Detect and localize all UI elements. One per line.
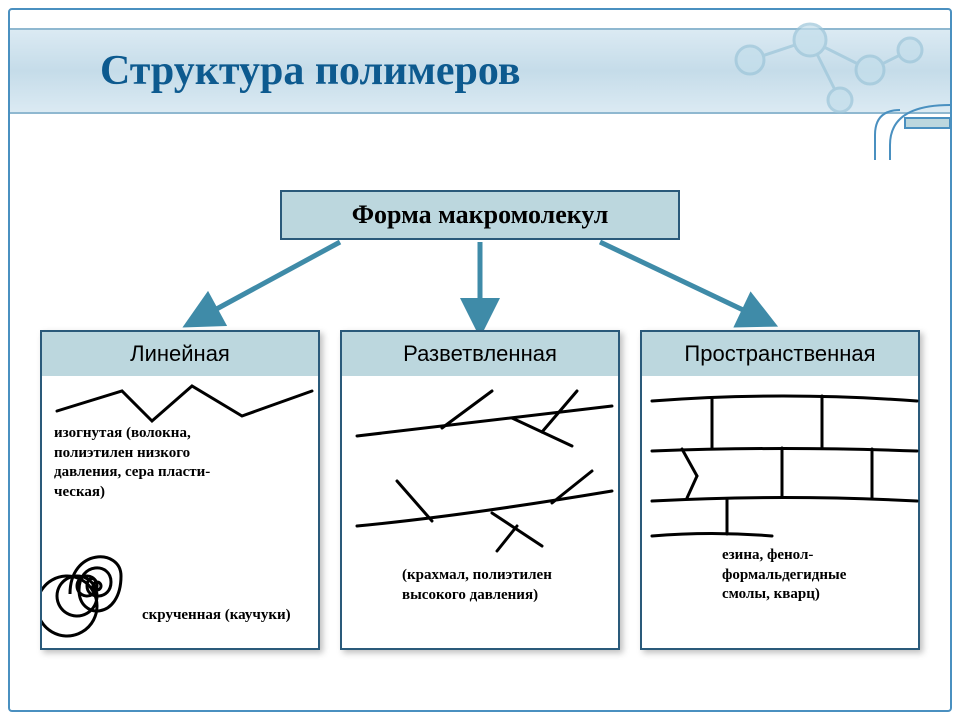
caption-linear-2: скрученная (каучуки)	[142, 606, 291, 626]
page-frame: Структура полимеров Форма ма	[8, 8, 952, 712]
content-area: Форма макромолекул Линейная	[40, 160, 920, 680]
panel-header-label: Пространственная	[684, 341, 875, 367]
panel-network: Пространственная	[640, 330, 920, 650]
arrows	[40, 240, 920, 330]
caption-linear-1: изогнутая (волокна,полиэтилен низкогодав…	[54, 424, 210, 502]
panel-header-network: Пространственная	[642, 332, 918, 376]
top-box: Форма макромолекул	[280, 190, 680, 240]
panel-header-branched: Разветвленная	[342, 332, 618, 376]
title-bar: Структура полимеров	[10, 28, 950, 114]
panel-body-network: езина, фенол-формальдегидныесмолы, кварц…	[642, 376, 918, 648]
panel-linear: Линейная изогнутая (волокна,полиэтилен н…	[40, 330, 320, 650]
panel-branched: Разветвленная (крахма	[340, 330, 620, 650]
panel-body-linear: изогнутая (волокна,полиэтилен низкогодав…	[42, 376, 318, 648]
top-box-label: Форма макромолекул	[352, 200, 609, 230]
panel-header-label: Разветвленная	[403, 341, 557, 367]
caption-branched-1: (крахмал, полиэтиленвысокого давления)	[402, 566, 552, 605]
caption-network-1: езина, фенол-формальдегидныесмолы, кварц…	[722, 546, 846, 605]
page-title: Структура полимеров	[100, 47, 521, 95]
panel-body-branched: (крахмал, полиэтиленвысокого давления)	[342, 376, 618, 648]
panel-header-linear: Линейная	[42, 332, 318, 376]
panel-header-label: Линейная	[130, 341, 230, 367]
